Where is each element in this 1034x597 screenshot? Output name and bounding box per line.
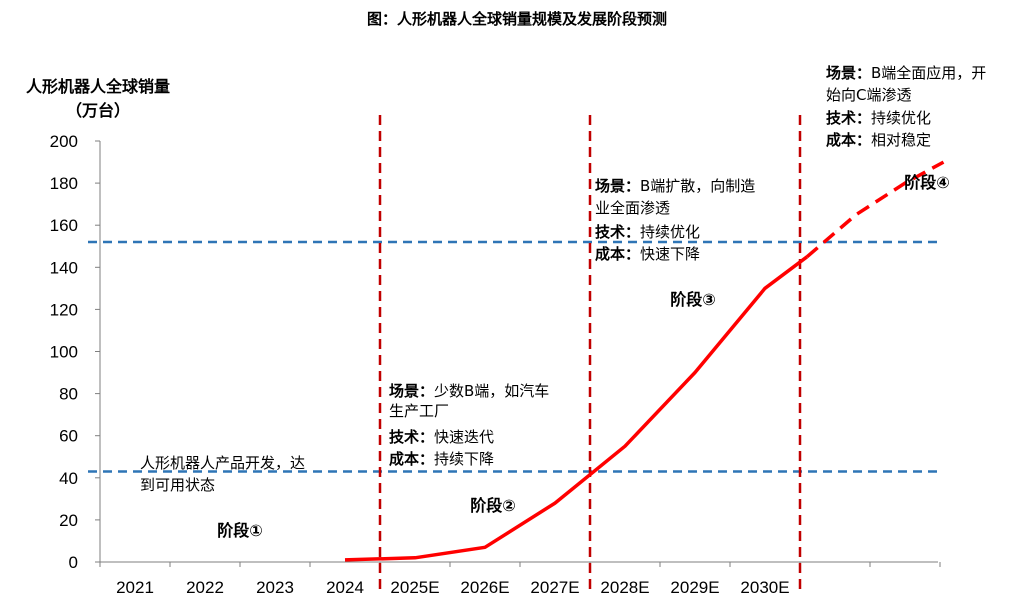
stage-2-scene-cont: 生产工厂 [389,402,449,420]
stage-4-cost: 成本：相对稳定 [826,131,931,149]
y-tick-label: 20 [59,511,78,530]
stage-3-scene: 场景：B端扩散，向制造 [595,177,755,195]
y-tick-label: 0 [69,553,78,572]
stage-3-label: 阶段③ [670,290,716,309]
y-tick-label: 120 [50,300,78,319]
stage-1-label: 阶段① [217,521,263,540]
stage-3-scene-cont: 业全面渗透 [595,199,670,217]
x-tick-label: 2025E [390,578,439,597]
y-tick-label: 180 [50,174,78,193]
stage-4-annotation: 场景：B端全面应用，开 始向C端渗透 技术：持续优化 成本：相对稳定 [826,64,986,149]
stage-4-label: 阶段④ [904,173,950,192]
stage-2-tech: 技术：快速迭代 [389,428,494,446]
x-tick-label: 2023 [256,578,294,597]
x-tick-label: 2030E [740,578,789,597]
y-tick-label: 80 [59,385,78,404]
y-tick-label: 140 [50,258,78,277]
stage-1-note-line1: 人形机器人产品开发，达 [140,454,305,472]
x-tick-label: 2026E [460,578,509,597]
stage-2-label: 阶段② [470,496,516,515]
y-axis-label-line2: （万台） [66,101,130,120]
stage-3-cost: 成本：快速下降 [595,245,700,263]
y-axis-label-line1: 人形机器人全球销量 [26,77,170,96]
y-tick-label: 60 [59,427,78,446]
y-tick-label: 200 [50,132,78,151]
x-tick-label: 2024 [326,578,364,597]
y-tick-label: 40 [59,469,78,488]
axes: 0 20 40 60 80 100 120 140 160 180 200 2021 2022 2023 2… [50,132,941,597]
stage-4-tech: 技术：持续优化 [826,109,931,127]
y-tick-label: 160 [50,216,78,235]
x-tick-label: 2029E [670,578,719,597]
x-tick-label: 2022 [186,578,224,597]
y-tick-label: 100 [50,343,78,362]
stage-2-scene: 场景：少数B端，如汽车 [389,382,549,400]
stage-3-tech: 技术：持续优化 [595,223,700,241]
stage-4-scene-cont: 始向C端渗透 [826,86,911,104]
chart-title: 图：人形机器人全球销量规模及发展阶段预测 [367,10,667,28]
stage-2-annotation: 场景：少数B端，如汽车 生产工厂 技术：快速迭代 成本：持续下降 [389,382,549,468]
x-tick-label: 2021 [116,578,154,597]
sales-line-solid [344,255,809,562]
series-group [344,160,945,562]
sales-line-forecast-dashed [805,160,945,259]
stage-4-scene: 场景：B端全面应用，开 [826,64,986,82]
reference-lines [88,115,938,592]
x-tick-label: 2028E [600,578,649,597]
x-tick-label: 2027E [530,578,579,597]
stage-1-note-line2: 到可用状态 [140,476,215,494]
stage-3-annotation: 场景：B端扩散，向制造 业全面渗透 技术：持续优化 成本：快速下降 [595,177,755,263]
stage-2-cost: 成本：持续下降 [389,450,494,468]
